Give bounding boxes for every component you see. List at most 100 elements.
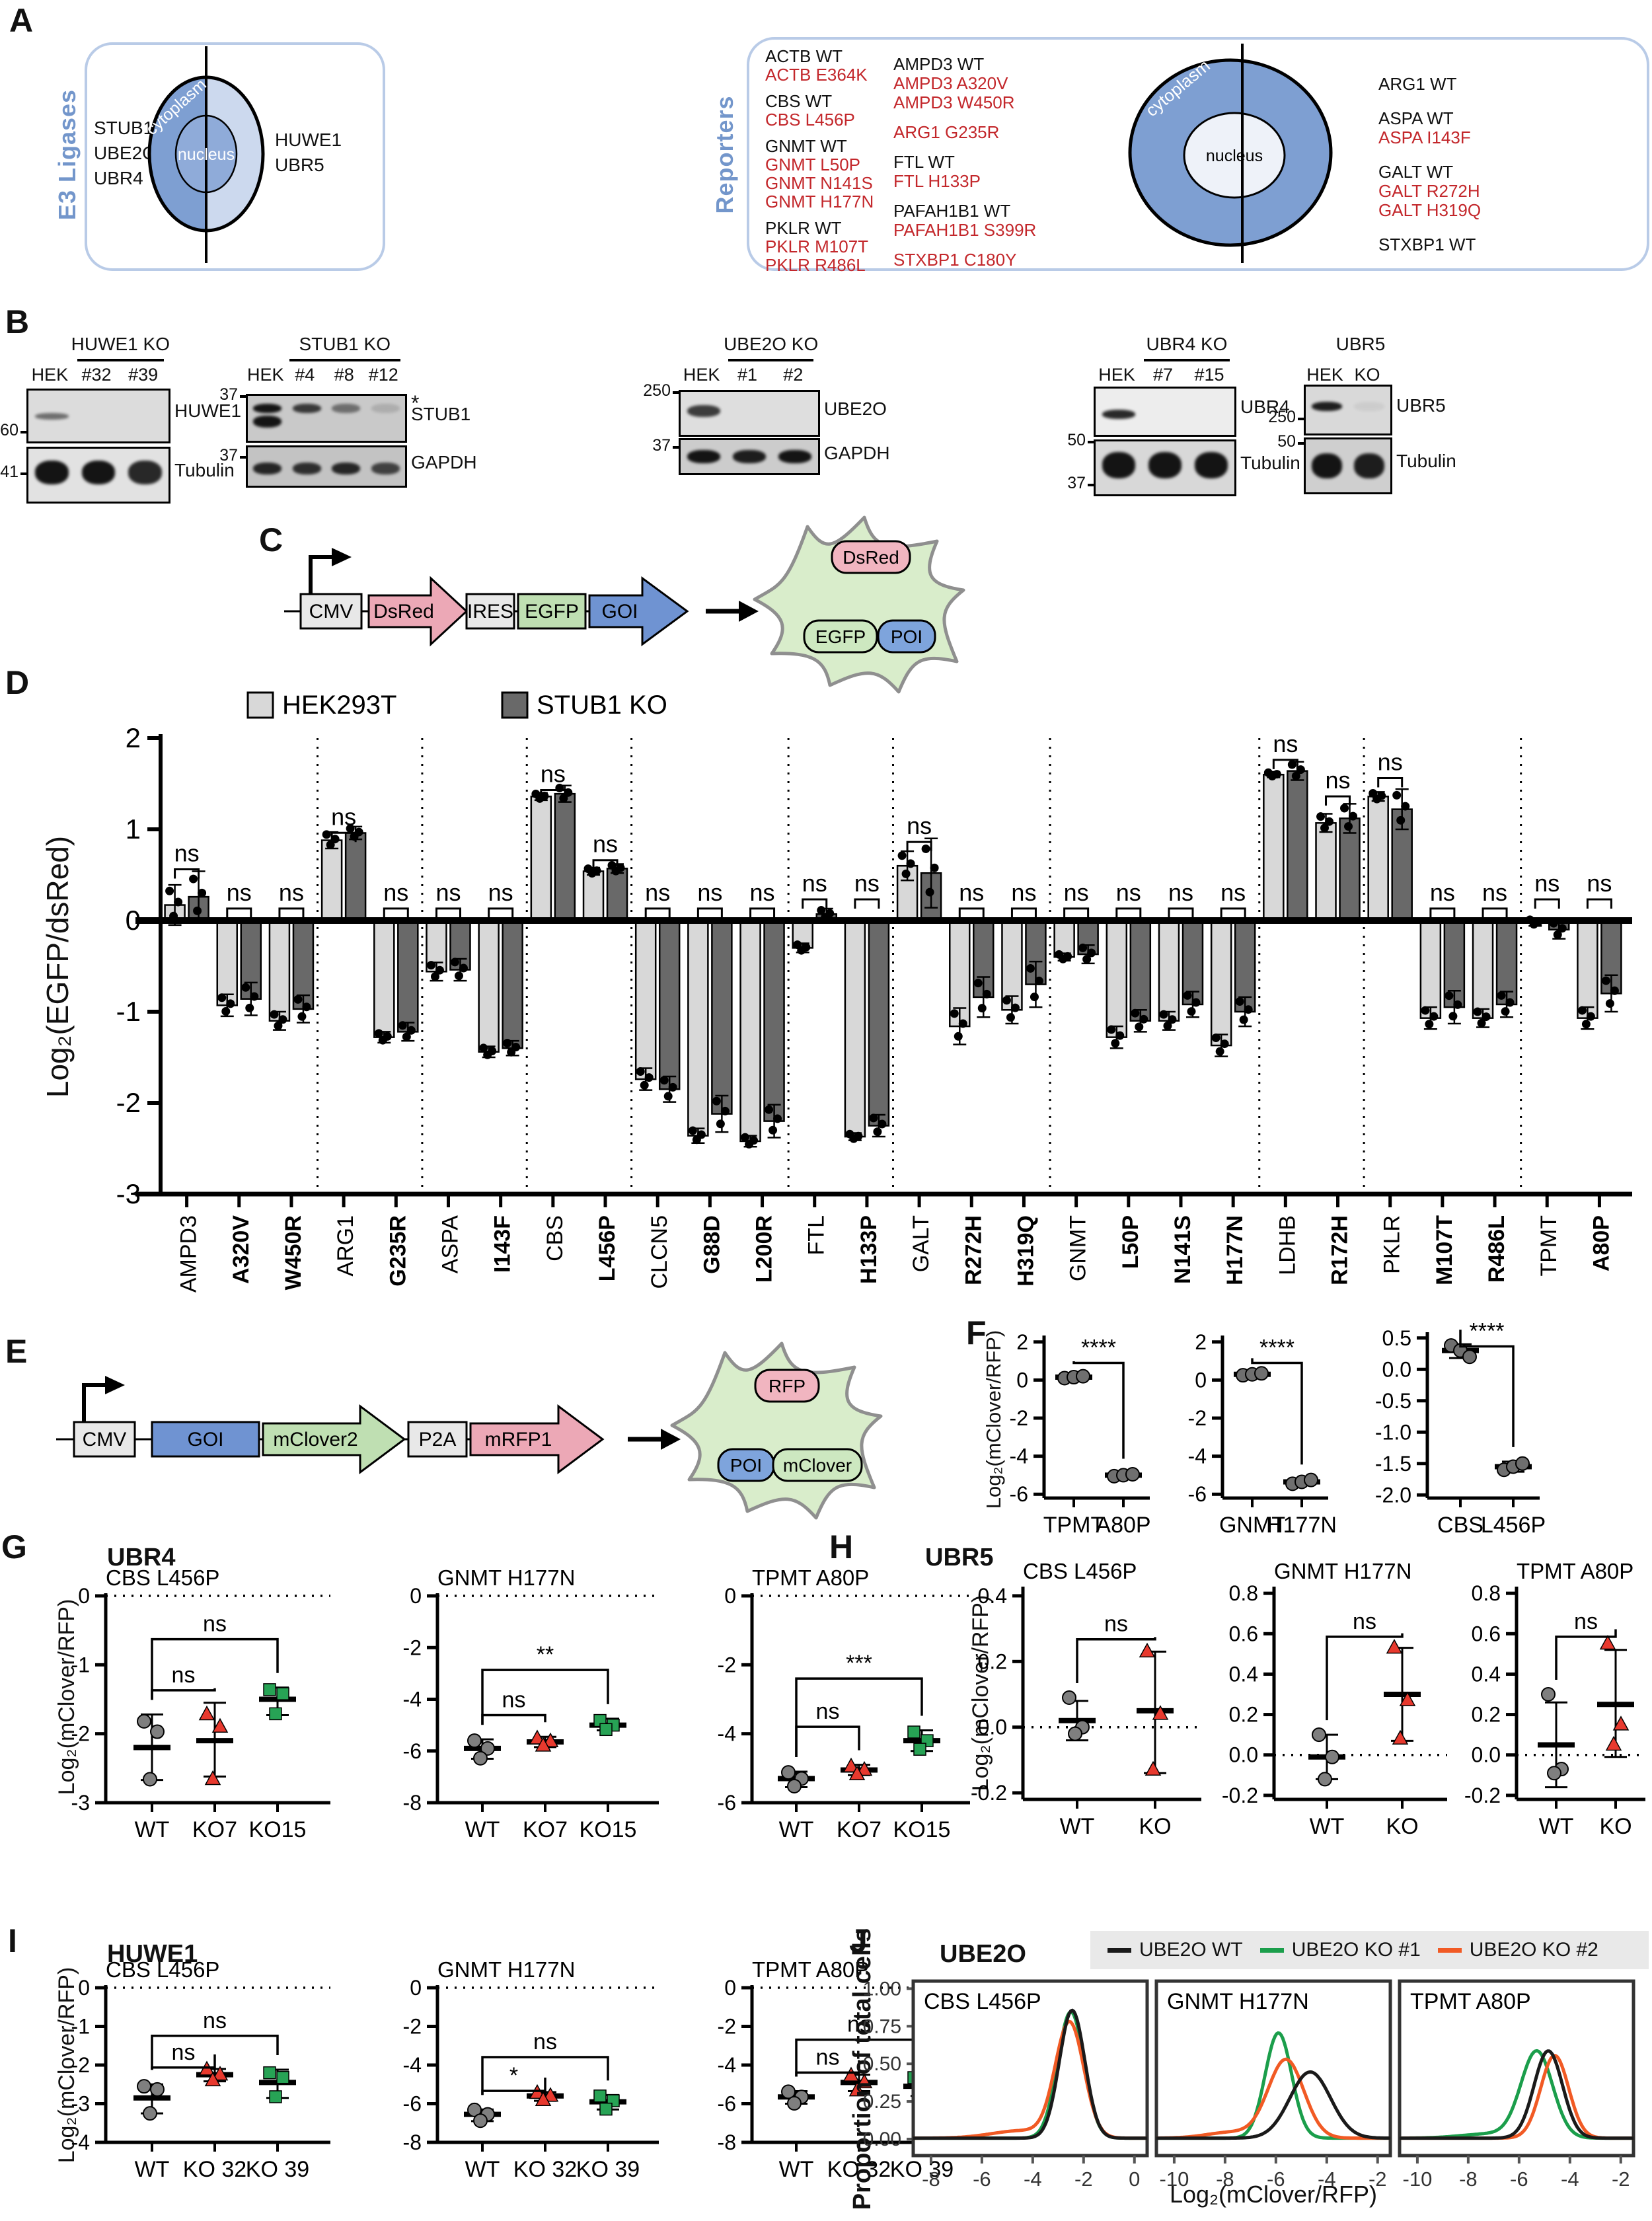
group-label: WT (135, 2157, 170, 2182)
y-tick-label: 2 (1195, 1330, 1207, 1354)
data-point-circle (1312, 1727, 1326, 1743)
sig-label: ns (541, 760, 566, 787)
data-point-triangle (1145, 1760, 1162, 1776)
y-tick-label: 0 (78, 1584, 90, 1608)
x-tick-label: -10 (1403, 2167, 1433, 2191)
y-tick-label: -1 (71, 2015, 90, 2039)
panel-c-construct: CMV DsRed IRES EGFP GOI DsRed EGFP POI (284, 515, 965, 694)
mw-marker: 250 (643, 381, 671, 400)
mw-marker-tick (673, 445, 679, 449)
y-tick-label: -2 (403, 1636, 422, 1659)
data-point (688, 1126, 697, 1135)
y-tick-label: -2 (718, 2015, 736, 2039)
legend-swatch (501, 691, 529, 719)
data-point (1340, 804, 1349, 813)
subplot-title: TPMT A80P (1410, 1989, 1531, 2014)
data-point (245, 1003, 254, 1012)
protein-band (292, 462, 321, 474)
y-tick-label: -4 (1010, 1445, 1028, 1468)
data-point (1239, 1015, 1248, 1024)
protein-band (1311, 401, 1343, 411)
x-tick-label: -8 (1459, 2167, 1478, 2191)
data-point (1087, 948, 1096, 958)
y-tick-label: -2 (403, 2015, 422, 2039)
panel-j-legend: UBE2O WT UBE2O KO #1 UBE2O KO #2 (1090, 1931, 1649, 1969)
panel-d-bar-chart: HEK293T STUB1 KO210-1-2-3AMPD3nsA320VnsW4… (116, 691, 1632, 1293)
group-label: CBS (1437, 1513, 1483, 1538)
sig-label: ns (1220, 879, 1246, 906)
sig-label: ns (1430, 879, 1455, 906)
data-point-circle (150, 1724, 165, 1739)
data-point (274, 1021, 283, 1030)
reporter-name: ASPA WT (1378, 108, 1454, 128)
data-point (901, 869, 911, 878)
group-label: GNMT (1219, 1513, 1285, 1538)
reporter-name: FTL WT (893, 152, 955, 172)
y-tick-label: 0.5 (1382, 1326, 1411, 1350)
data-point (270, 1010, 279, 1019)
data-point (198, 888, 207, 897)
reporter-name: GNMT WT (765, 136, 847, 156)
data-point (878, 1119, 887, 1129)
mw-marker-tick (673, 391, 679, 394)
category-label: FTL (804, 1215, 829, 1255)
density-plot-box (911, 1979, 1149, 2158)
sig-bracket (226, 907, 252, 918)
group-label: KO (1139, 1814, 1171, 1839)
category-label: R172H (1328, 1215, 1353, 1285)
data-point-circle (1125, 1466, 1140, 1482)
reporter-name: GNMT H177N (765, 192, 874, 211)
group-label: A80P (1096, 1513, 1150, 1538)
y-tick-label: -2 (71, 1722, 90, 1746)
subplot-title: CBS L456P (106, 1565, 219, 1590)
construct-label: GOI (601, 601, 638, 622)
data-point-triangle (1392, 1729, 1409, 1745)
bar-H133P-STUB1 KO (868, 919, 890, 1127)
data-point-circle (781, 1765, 796, 1780)
sig-bracket (644, 907, 671, 918)
category-label: GALT (909, 1215, 934, 1272)
category-label: GNMT (1066, 1215, 1091, 1281)
sig-label: ns (907, 812, 932, 839)
y-tick-label: -3 (71, 2092, 90, 2116)
data-point-square (269, 2090, 282, 2103)
data-point-circle (781, 2084, 796, 2099)
protein-band (1102, 409, 1136, 419)
legend-label: UBE2O WT (1139, 1939, 1243, 1961)
subplot-title: GNMT H177N (437, 1957, 575, 1982)
sig-bracket (1325, 795, 1351, 806)
panel-label-c: C (259, 521, 283, 558)
group-label: KO15 (893, 1817, 951, 1842)
mw-marker: 37 (652, 435, 671, 455)
group-label: KO7 (523, 1817, 568, 1842)
y-tick-label: 0 (410, 1976, 422, 2000)
data-point-square (599, 2102, 613, 2116)
data-point-triangle (1386, 1639, 1403, 1654)
sig-bracket (1326, 1633, 1404, 1721)
construct-label: IRES (467, 601, 513, 622)
y-tick-label: -4 (1188, 1445, 1207, 1468)
data-point (849, 1134, 858, 1143)
protein-band (1194, 452, 1228, 478)
sig-label: ns (816, 2045, 840, 2070)
data-point (1291, 771, 1300, 780)
sig-label: ns (331, 803, 356, 830)
data-point (398, 1021, 407, 1030)
sig-bracket (1010, 907, 1037, 918)
reporter-name: GNMT L50P (765, 155, 861, 174)
sig-bracket (1220, 907, 1246, 918)
group-label: KO15 (249, 1817, 307, 1842)
data-point (559, 794, 568, 803)
sig-label: ns (533, 2029, 557, 2054)
data-point (1010, 1003, 1020, 1012)
panel-j-xlabel: Log₂(mClover/RFP) (1169, 2181, 1378, 2208)
sig-bracket (330, 831, 357, 843)
data-point (797, 946, 806, 955)
reporter-name: GALT H319Q (1378, 200, 1482, 220)
group-label: KO 32 (513, 2157, 577, 2182)
group-label: WT (1060, 1814, 1095, 1839)
y-tick-label: 0.25 (863, 2091, 901, 2113)
nucleus-label: nucleus (178, 145, 235, 164)
category-label: L456P (595, 1215, 620, 1281)
